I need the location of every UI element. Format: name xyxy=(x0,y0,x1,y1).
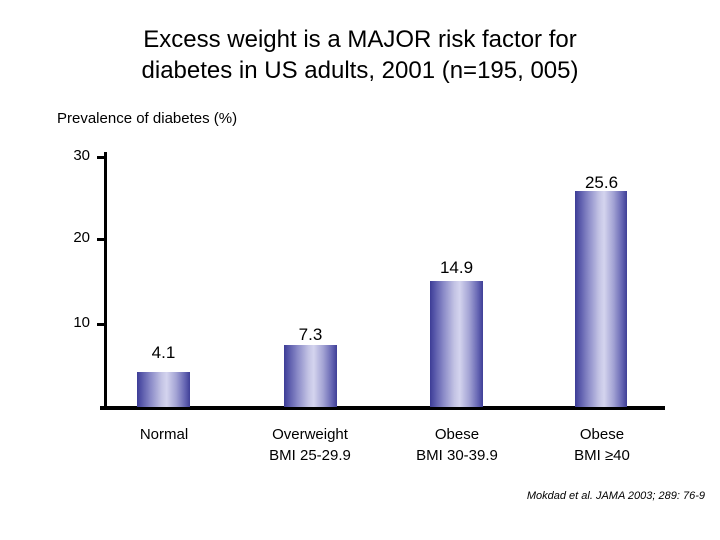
x-category-normal: Normal xyxy=(104,424,224,445)
y-tick-label-20-wrap: 20 xyxy=(52,230,90,245)
x-category-obese-40-plus-line1: Obese xyxy=(579,426,625,443)
y-tick-label-10: 10 xyxy=(73,314,90,331)
bar-value-obese-40-plus: 25.6 xyxy=(584,173,619,192)
y-tick-label-30-wrap: 30 xyxy=(52,148,90,163)
y-tick-30 xyxy=(97,156,105,159)
x-category-obese-30-39-line2: BMI 30-39.9 xyxy=(416,447,498,464)
y-tick-label-30: 30 xyxy=(73,147,90,164)
title-line-1: Excess weight is a MAJOR risk factor for xyxy=(143,26,577,53)
y-tick-label-20: 20 xyxy=(73,229,90,246)
x-category-obese-40-plus: Obese BMI ≥40 xyxy=(532,424,672,466)
x-category-overweight-line2: BMI 25-29.9 xyxy=(269,447,351,464)
y-tick-20 xyxy=(97,238,105,241)
y-axis-title: Prevalence of diabetes (%) xyxy=(57,110,238,127)
y-tick-label-10-wrap: 10 xyxy=(52,315,90,330)
x-category-obese-30-39: Obese BMI 30-39.9 xyxy=(387,424,527,466)
x-category-normal-line1: Normal xyxy=(139,426,189,443)
page-title: Excess weight is a MAJOR risk factor for… xyxy=(0,24,720,86)
bar-value-overweight: 7.3 xyxy=(298,325,323,344)
bar-overweight[interactable] xyxy=(284,345,337,407)
bar-obese-30-39[interactable] xyxy=(430,281,483,407)
x-category-overweight: Overweight BMI 25-29.9 xyxy=(240,424,380,466)
bar-obese-40-plus[interactable] xyxy=(575,191,627,407)
x-category-obese-40-plus-line2: BMI ≥40 xyxy=(574,447,630,464)
y-tick-10 xyxy=(97,323,105,326)
x-category-overweight-line1: Overweight xyxy=(272,426,348,443)
title-line-2: diabetes in US adults, 2001 (n=195, 005) xyxy=(141,57,579,84)
x-category-obese-30-39-line1: Obese xyxy=(434,426,480,443)
y-axis-line xyxy=(104,152,107,410)
bar-value-normal: 4.1 xyxy=(151,343,176,362)
x-axis-line xyxy=(100,406,665,410)
source-citation: Mokdad et al. JAMA 2003; 289: 76-9 xyxy=(526,490,705,502)
bar-value-obese-30-39: 14.9 xyxy=(439,258,474,277)
bar-normal[interactable] xyxy=(137,372,190,407)
